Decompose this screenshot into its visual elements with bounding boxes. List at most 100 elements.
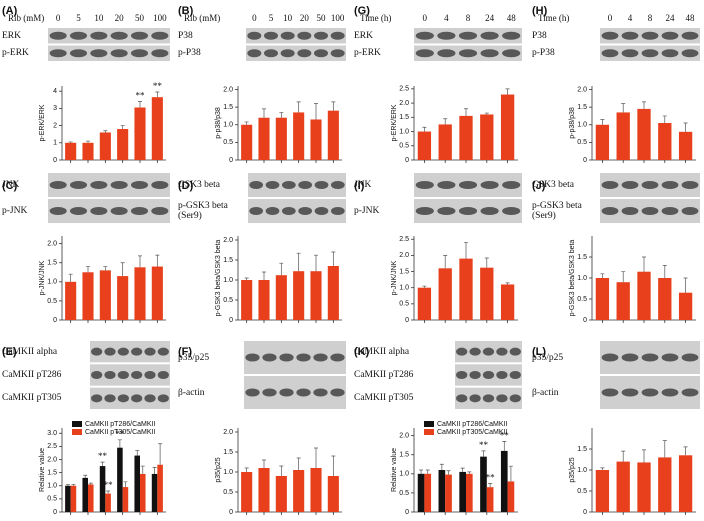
blot-band [296,353,311,362]
blot-band [314,31,328,40]
row-label-box: p-ERK [2,48,29,58]
error-bar [642,101,646,109]
bar [480,114,494,160]
panel-label: (I) [354,180,365,192]
error-bar [446,470,451,475]
row-label-box: ERK [354,30,373,41]
error-bar [138,101,142,108]
error-bar [662,115,667,123]
blot-band [151,207,169,215]
blot-band [69,31,88,40]
error-bar [83,474,88,478]
blot-band [69,207,88,215]
bar [310,468,322,512]
y-axis-label: p-p38/p38 [569,107,576,139]
error-bar [460,467,465,472]
bar [637,271,651,320]
bar [275,117,287,160]
bar [595,278,610,320]
error-bar [642,256,646,272]
bar [507,481,515,512]
blot-band [91,394,103,403]
row-label-box: CaMKII alpha [2,347,57,357]
blot-band [297,31,312,40]
blot-band [502,181,521,189]
blot-row-label: p-JNK [2,206,28,216]
blot-band [621,181,639,189]
blot-band [117,371,129,379]
y-axis-label: p-GSK3 beta/GSK3 beta [215,240,222,317]
blot-band [458,207,478,215]
bar [417,287,432,320]
bar [678,131,693,160]
blot-strip [48,199,170,223]
blot-band [681,181,699,189]
panel-label: (G) [354,5,370,17]
y-tick-label: 1.5 [577,446,587,453]
row-label-box: p-GSK3 beta (Ser9) [532,201,582,221]
error-bar [279,112,284,118]
lane-label: 50 [317,13,327,23]
blot-band [296,388,311,397]
y-tick-label: 1.0 [577,275,587,282]
error-bar [106,490,111,494]
bar [99,466,106,512]
blot-band [621,207,639,215]
blot-band [313,353,328,362]
blot-band [157,371,169,379]
blot-strip [248,173,346,197]
row-label-box: p-JNK [2,206,28,216]
blot-band [49,181,67,189]
y-tick-label: 1.0 [223,469,233,476]
bar [105,493,111,512]
error-bar [467,471,472,474]
bar [658,278,672,320]
error-bar [464,242,468,259]
blot-band [90,49,108,58]
lane-label: 0 [252,13,257,23]
bar [82,272,94,320]
blot-band [279,353,294,362]
blot-band [601,388,619,397]
error-bar [662,440,667,458]
row-label-box: CaMKII pT305 [2,393,61,403]
bar [99,132,111,160]
y-tick-label: 2.0 [399,100,409,107]
bar [258,117,270,160]
blot-band [91,371,103,379]
error-bar [600,119,605,125]
blot-row-label: p-GSK3 beta (Ser9) [532,201,582,221]
blot-band [279,388,294,397]
y-tick-label: 2.0 [399,252,409,259]
blot-row-label: ERK [354,30,373,41]
y-tick-label: 0.5 [223,489,233,496]
y-tick-label: 0.5 [223,139,233,146]
lane-label: 8 [466,13,471,23]
blot-band [265,207,280,215]
error-bar [331,101,336,111]
blot-band [456,394,468,403]
blot-row-label: p35/p25 [178,352,210,363]
y-tick-label: 2.0 [47,456,57,463]
blot-band [601,181,619,189]
blot-band [480,181,499,189]
blot-band [661,388,679,397]
blot-band [509,347,521,356]
row-label-box: ERK [2,31,21,41]
blot-band [681,207,699,215]
row-label-box: CaMKII alpha [354,347,409,357]
error-bar [296,101,301,113]
blot-band [641,31,659,40]
blot-strip [48,173,170,197]
blot-band [298,207,313,215]
blot-band [415,31,434,40]
bar [99,270,111,320]
y-tick-label: 0.5 [399,143,409,150]
row-label-box: CaMKII pT305 [354,393,413,403]
y-tick-label: 0.5 [223,297,233,304]
bar [65,142,77,160]
blot-band [415,207,434,215]
row-label-box: CaMKII pT286 [354,370,413,380]
blot-band [330,31,345,40]
blot-band [90,31,108,40]
